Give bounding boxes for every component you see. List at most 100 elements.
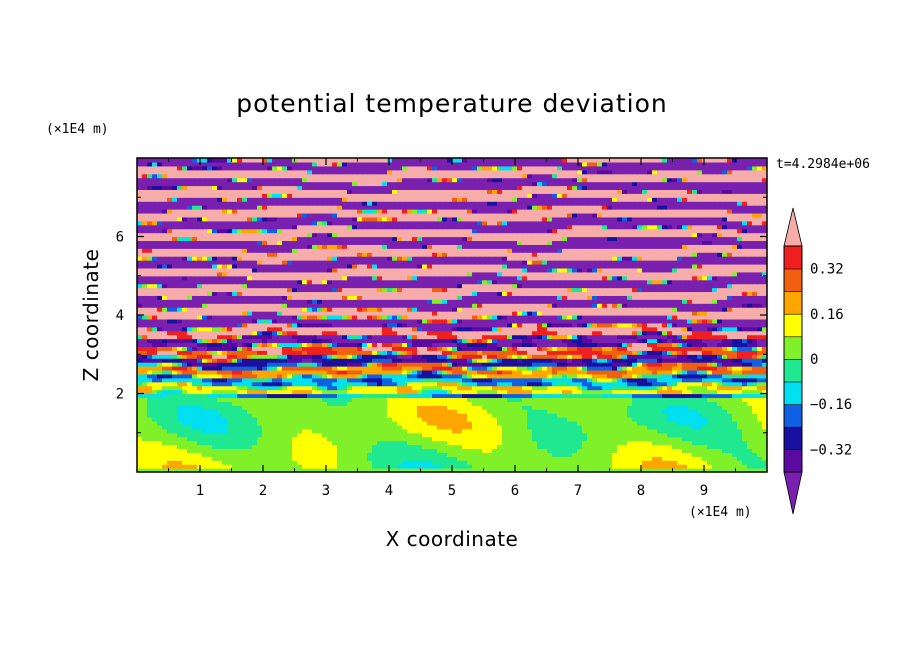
field-cell bbox=[612, 326, 618, 332]
field-cell bbox=[442, 417, 448, 422]
field-cell bbox=[257, 373, 263, 379]
field-cell bbox=[762, 362, 767, 367]
field-cell bbox=[447, 326, 453, 332]
field-cell bbox=[327, 424, 333, 430]
field-cell bbox=[392, 397, 398, 402]
field-cell bbox=[427, 417, 433, 422]
field-cell bbox=[142, 318, 148, 324]
field-cell bbox=[277, 444, 283, 450]
field-cell bbox=[662, 448, 668, 453]
field-cell bbox=[592, 366, 598, 371]
field-cell bbox=[367, 362, 373, 367]
field-cell bbox=[257, 338, 263, 344]
field-cell bbox=[242, 369, 248, 375]
field-cell bbox=[357, 393, 363, 399]
field-cell bbox=[587, 452, 593, 457]
field-cell bbox=[397, 358, 403, 363]
field-cell bbox=[272, 350, 278, 355]
field-cell bbox=[492, 468, 498, 472]
field-cell bbox=[442, 369, 448, 375]
field-cell bbox=[762, 381, 767, 387]
field-cell bbox=[472, 397, 478, 402]
field-cell bbox=[562, 369, 568, 375]
field-cell bbox=[762, 456, 767, 461]
field-cell bbox=[452, 377, 458, 383]
field-cell bbox=[542, 358, 548, 363]
field-cell bbox=[502, 322, 508, 328]
field-cell bbox=[502, 428, 508, 434]
field-cell bbox=[467, 452, 473, 457]
field-cell bbox=[287, 401, 293, 406]
field-cell bbox=[352, 373, 358, 379]
field-cell bbox=[582, 413, 588, 418]
field-cell bbox=[167, 464, 173, 469]
field-cell bbox=[667, 436, 673, 442]
field-cell bbox=[562, 393, 568, 399]
field-cell bbox=[497, 346, 503, 351]
field-cell bbox=[762, 460, 767, 465]
field-cell bbox=[397, 377, 403, 383]
field-cell bbox=[352, 381, 358, 387]
field-cell bbox=[702, 428, 708, 434]
field-cell bbox=[147, 338, 153, 344]
field-cell bbox=[452, 452, 458, 457]
field-cell bbox=[732, 362, 738, 367]
field-cell bbox=[577, 366, 583, 371]
field-cell bbox=[402, 436, 408, 442]
field-cell bbox=[402, 413, 408, 418]
field-cell bbox=[292, 397, 298, 402]
field-cell bbox=[742, 417, 748, 422]
field-cell bbox=[177, 417, 183, 422]
field-cell bbox=[502, 420, 508, 426]
field-cell bbox=[567, 424, 573, 430]
field-cell bbox=[727, 436, 733, 442]
field-cell bbox=[457, 448, 463, 453]
field-cell bbox=[172, 373, 178, 379]
field-cell bbox=[592, 409, 598, 414]
field-cell bbox=[742, 354, 748, 359]
field-cell bbox=[472, 358, 478, 363]
field-cell bbox=[387, 405, 393, 410]
field-cell bbox=[492, 456, 498, 461]
field-cell bbox=[677, 417, 683, 422]
field-cell bbox=[392, 420, 398, 426]
field-cell bbox=[412, 436, 418, 442]
field-cell bbox=[362, 377, 368, 383]
field-cell bbox=[257, 389, 263, 395]
field-cell bbox=[592, 381, 598, 387]
field-cell bbox=[387, 401, 393, 406]
field-cell bbox=[727, 342, 733, 347]
field-cell bbox=[352, 366, 358, 371]
field-cell bbox=[672, 338, 678, 344]
field-cell bbox=[582, 373, 588, 379]
field-cell bbox=[587, 330, 593, 336]
field-cell bbox=[502, 334, 508, 340]
field-cell bbox=[492, 334, 498, 340]
field-cell bbox=[152, 440, 158, 446]
field-cell bbox=[352, 413, 358, 418]
field-cell bbox=[267, 432, 273, 438]
field-cell bbox=[652, 377, 658, 383]
field-cell bbox=[312, 448, 318, 453]
field-cell bbox=[292, 369, 298, 375]
field-cell bbox=[762, 424, 767, 430]
field-cell bbox=[312, 326, 318, 332]
field-cell bbox=[417, 460, 423, 465]
field-cell bbox=[707, 464, 713, 469]
field-cell bbox=[177, 334, 183, 340]
field-cell bbox=[432, 326, 438, 332]
field-cell bbox=[347, 393, 353, 399]
field-cell bbox=[407, 346, 413, 351]
field-cell bbox=[402, 405, 408, 410]
field-cell bbox=[737, 346, 743, 351]
field-cell bbox=[472, 354, 478, 359]
field-cell bbox=[687, 373, 693, 379]
field-cell bbox=[607, 381, 613, 387]
field-cell bbox=[482, 456, 488, 461]
field-cell bbox=[527, 432, 533, 438]
field-cell bbox=[457, 405, 463, 410]
field-cell bbox=[452, 428, 458, 434]
field-cell bbox=[177, 315, 183, 320]
field-cell bbox=[197, 393, 203, 399]
field-cell bbox=[167, 428, 173, 434]
